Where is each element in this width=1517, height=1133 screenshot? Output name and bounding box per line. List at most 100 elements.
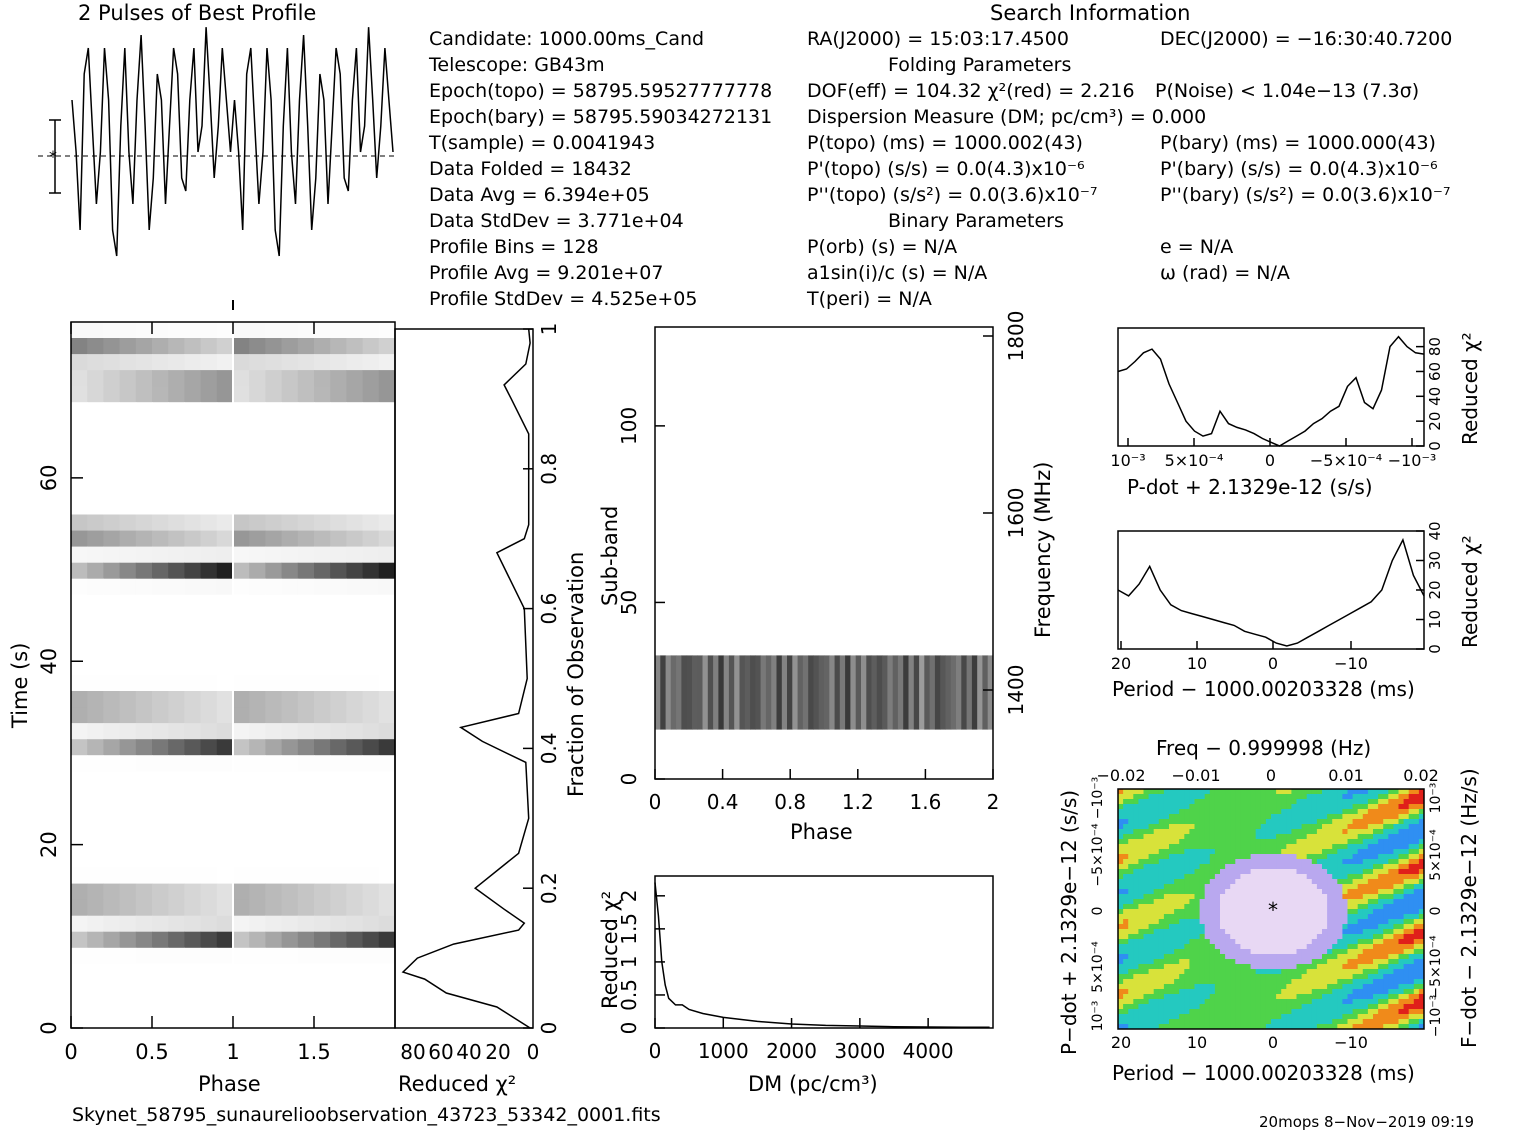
- ppdot-map-cell: [1189, 829, 1195, 835]
- ppdot-map-cell: [1184, 954, 1190, 960]
- ppdot-map-cell: [1291, 889, 1297, 895]
- ppdot-map-cell: [1163, 869, 1170, 875]
- subband-cell: [750, 655, 756, 730]
- ppdot-map-cell: [1362, 939, 1369, 945]
- time-phase-cell: [152, 514, 169, 531]
- ppdot-map-cell: [1403, 844, 1410, 850]
- time-phase-cell: [119, 514, 137, 531]
- ppdot-map-cell: [1362, 949, 1369, 955]
- ppdot-map-cell: [1220, 849, 1226, 855]
- ppdot-map-cell: [1194, 1014, 1201, 1020]
- time-phase-cell: [71, 354, 88, 371]
- ppdot-map-cell: [1169, 844, 1175, 850]
- time-phase-cell: [216, 386, 234, 403]
- ppdot-map-cell: [1367, 909, 1374, 915]
- time-phase-cell: [71, 386, 88, 403]
- ppdot-map-cell: [1220, 904, 1226, 910]
- ppdot-map-cell: [1255, 964, 1262, 970]
- ppdot-map-cell: [1337, 1009, 1343, 1015]
- time-phase-cell: [184, 883, 202, 901]
- ppdot-map-cell: [1189, 794, 1195, 800]
- time-phase-cell: [168, 386, 185, 403]
- ppdot-map-cell: [1281, 989, 1287, 995]
- time-phase-cell: [87, 691, 104, 708]
- ppdot-map-cell: [1388, 834, 1394, 840]
- ppdot-map-cell: [1276, 969, 1282, 975]
- time-phase-cell: [71, 434, 88, 451]
- time-phase-cell: [297, 995, 315, 1013]
- time-phase-cell: [87, 979, 104, 997]
- ppdot-map-cell: [1337, 814, 1343, 820]
- ppdot-map-cell: [1342, 864, 1348, 870]
- ppdot-map-cell: [1378, 894, 1384, 900]
- ppdot-map-cell: [1204, 1024, 1211, 1030]
- ppdot-map-cell: [1194, 989, 1201, 995]
- time-phase-cell: [249, 626, 266, 644]
- ppdot-map-cell: [1240, 849, 1246, 855]
- time-phase-cell: [378, 947, 396, 965]
- ppdot-map-cell: [1169, 814, 1175, 820]
- time-phase-cell: [378, 642, 396, 660]
- ppdot-map-cell: [1230, 1024, 1236, 1030]
- ppdot-map-cell: [1301, 919, 1308, 925]
- ppdot-map-cell: [1158, 1019, 1165, 1025]
- ppdot-map-cell: [1265, 839, 1272, 845]
- time-phase-cell: [216, 931, 234, 949]
- time-phase-cell: [346, 562, 364, 580]
- ppdot-map-cell: [1184, 789, 1190, 795]
- ppdot-map-cell: [1347, 959, 1354, 965]
- time-phase-cell: [314, 899, 331, 917]
- ppdot-map-cell: [1209, 884, 1216, 890]
- ppdot-map-cell: [1260, 1009, 1267, 1015]
- ppdot-map-cell: [1158, 834, 1165, 840]
- ppdot-map-cell: [1209, 919, 1216, 925]
- time-phase-cell: [119, 979, 137, 997]
- ppdot-map-cell: [1163, 1014, 1170, 1020]
- time-phase-cell: [281, 498, 299, 515]
- ppdot-map-cell: [1118, 1009, 1124, 1015]
- ppdot-map-cell: [1148, 799, 1155, 805]
- time-phase-cell: [281, 610, 299, 628]
- ppdot-map-cell: [1148, 954, 1155, 960]
- subband-cell: [808, 655, 814, 730]
- ppdot-map-cell: [1327, 864, 1333, 870]
- time-phase-cell: [378, 659, 396, 676]
- ppdot-map-cell: [1240, 844, 1246, 850]
- ppdot-map-cell: [1163, 864, 1170, 870]
- ppdot-map-cell: [1413, 994, 1420, 1000]
- ppdot-map-cell: [1250, 919, 1257, 925]
- ppdot-map-cell: [1276, 854, 1282, 860]
- ppdot-map-cell: [1123, 1014, 1129, 1020]
- ppdot-map-cell: [1337, 904, 1343, 910]
- period-frame: [1117, 530, 1425, 650]
- ppdot-map-cell: [1148, 979, 1155, 985]
- ppdot-map-cell: [1373, 964, 1379, 970]
- ppdot-map-cell: [1235, 954, 1241, 960]
- time-phase-cell: [119, 594, 137, 612]
- ppdot-map-cell: [1357, 934, 1364, 940]
- time-phase-cell: [119, 370, 137, 387]
- ppdot-map-cell: [1276, 844, 1282, 850]
- ppdot-map-cell: [1306, 909, 1313, 915]
- time-phase-cell: [103, 835, 121, 852]
- ppdot-map-cell: [1276, 829, 1282, 835]
- ppdot-map-cell: [1408, 994, 1415, 1000]
- time-phase-cell: [297, 498, 315, 515]
- ppdot-map-cell: [1169, 899, 1175, 905]
- ppdot-map-cell: [1316, 884, 1323, 890]
- ppdot-map-cell: [1347, 964, 1354, 970]
- ppdot-map-cell: [1352, 879, 1359, 885]
- ppdot-map-cell: [1276, 949, 1282, 955]
- time-phase-cell: [168, 707, 185, 724]
- time-phase-cell: [119, 963, 137, 981]
- ppdot-map-cell: [1418, 924, 1425, 930]
- ppdot-map-cell: [1199, 1019, 1206, 1025]
- ppdot-map-cell: [1276, 929, 1282, 935]
- ppdot-map-cell: [1337, 874, 1343, 880]
- ppdot-map-cell: [1235, 969, 1241, 975]
- ppdot-map-cell: [1271, 999, 1277, 1005]
- time-phase-cell: [314, 803, 331, 820]
- ppdot-map-cell: [1286, 974, 1292, 980]
- ppdot-map-cell: [1138, 959, 1144, 965]
- time-phase-cell: [152, 482, 169, 499]
